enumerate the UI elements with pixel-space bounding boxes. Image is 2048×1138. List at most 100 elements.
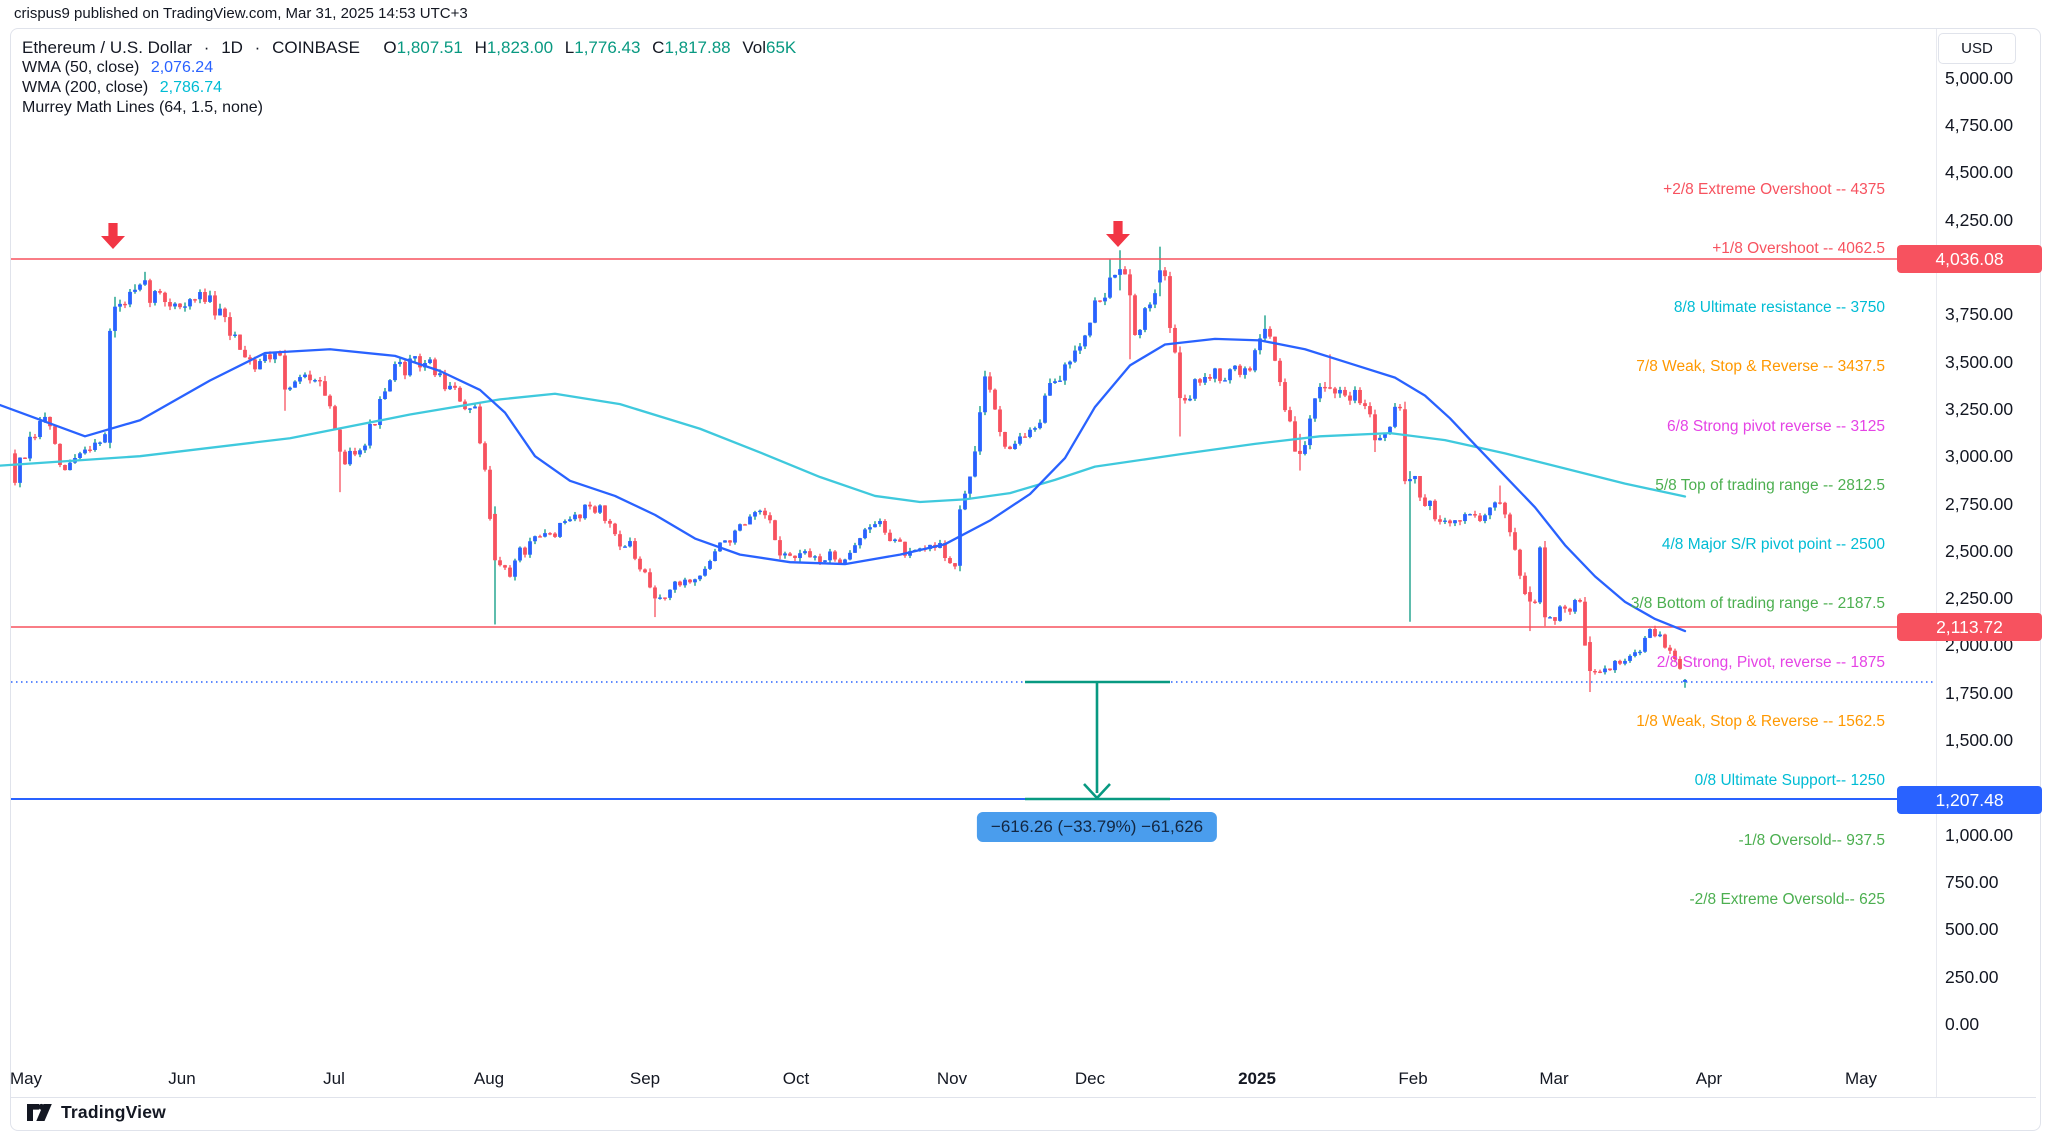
candle-body <box>893 539 897 542</box>
candle-body <box>358 450 362 455</box>
candle-body <box>1483 515 1487 521</box>
candle-body <box>1268 328 1272 337</box>
candle-body <box>1013 443 1017 450</box>
price-line-tag: 2,113.72 <box>1897 613 2042 641</box>
candle-body <box>1333 388 1337 394</box>
candle-body <box>1438 519 1442 522</box>
candle-body <box>1543 547 1547 618</box>
candle-body <box>1533 601 1537 603</box>
candle-body <box>53 426 57 444</box>
candle-body <box>373 424 377 426</box>
down-arrow-marker[interactable] <box>101 223 125 249</box>
candle-body <box>813 556 817 558</box>
candle-body <box>253 359 257 370</box>
candle-body <box>438 373 442 376</box>
candle-body <box>858 538 862 546</box>
candle-body <box>868 527 872 530</box>
tradingview-logo-link[interactable]: TradingView <box>26 1102 166 1123</box>
candle-body <box>978 412 982 452</box>
down-arrow-marker[interactable] <box>1106 221 1130 247</box>
candle-body <box>953 563 957 567</box>
price-axis-tick: 500.00 <box>1945 919 1999 940</box>
price-axis-tick: 1,000.00 <box>1945 824 2014 845</box>
candle-body <box>263 354 267 362</box>
measure-tool[interactable] <box>1096 783 1111 799</box>
price-axis-tick: 1,500.00 <box>1945 730 2014 751</box>
candle-body <box>83 449 87 454</box>
time-axis-label: Sep <box>629 1069 661 1088</box>
wma50-line <box>0 337 1687 633</box>
candle-body <box>88 449 92 451</box>
candle-body <box>1463 514 1467 522</box>
candle-body <box>403 361 407 376</box>
symbol-legend-row: Ethereum / U.S. Dollar · 1D · COINBASE O… <box>22 38 797 57</box>
candle-body <box>313 380 317 382</box>
murrey-legend-row: Murrey Math Lines (64, 1.5, none) <box>22 99 264 116</box>
time-axis[interactable]: May Jun Jul Aug Sep Oct Nov Dec 2025 Feb Mar Apr May <box>10 1062 2036 1098</box>
time-axis-label: May <box>1844 1069 1878 1088</box>
candle-body <box>1513 532 1517 550</box>
candle-body <box>948 558 952 564</box>
candle-body <box>43 416 47 422</box>
candle-body <box>473 406 477 409</box>
candle-body <box>323 381 327 396</box>
candle-body <box>308 374 312 381</box>
candle-body <box>908 551 912 556</box>
candle-body <box>1423 497 1427 506</box>
candle-body <box>1153 293 1157 305</box>
measure-tool[interactable] <box>1083 783 1098 799</box>
candle-body <box>133 289 137 292</box>
price-line-tag: 1,207.48 <box>1897 786 2042 814</box>
price-axis-tick: 750.00 <box>1945 872 1999 893</box>
candle-body <box>203 292 207 302</box>
candle-body <box>728 540 732 543</box>
murrey-level-label: 7/8 Weak, Stop & Reverse -- 3437.5 <box>1636 358 1885 376</box>
candle-body <box>1253 350 1257 371</box>
candle-body <box>888 532 892 542</box>
candle-body <box>788 553 792 556</box>
candle-body <box>1428 500 1432 506</box>
attribution-text: crispus9 published on TradingView.com, M… <box>14 5 468 22</box>
murrey-level-label: -1/8 Oversold-- 937.5 <box>1738 831 1885 849</box>
candle-body <box>828 551 832 561</box>
candle-body <box>1368 406 1372 415</box>
candle-body <box>1643 637 1647 652</box>
candle-body <box>273 352 277 360</box>
candle-body <box>1108 277 1112 298</box>
candle-body <box>1228 369 1232 381</box>
candle-body <box>988 376 992 390</box>
candle-body <box>13 453 17 483</box>
candle-body <box>558 522 562 537</box>
candle-body <box>1183 398 1187 401</box>
murrey-level-label: 2/8 Strong, Pivot, reverse -- 1875 <box>1656 654 1885 672</box>
candle-body <box>1293 421 1297 452</box>
candle-body <box>1418 476 1422 498</box>
candle-body <box>1653 629 1657 637</box>
candle-body <box>758 510 762 513</box>
candle-body <box>798 553 802 559</box>
candle-body <box>1413 476 1417 480</box>
candle-body <box>428 359 432 364</box>
candle-body <box>48 416 52 427</box>
candle-body <box>98 442 102 444</box>
time-axis-label: Mar <box>1539 1069 1569 1088</box>
candle-body <box>1313 398 1317 419</box>
price-axis[interactable]: USD 5,000.00 4,750.00 4,500.00 4,250.00 3,75… <box>1897 29 2042 1097</box>
candle-body <box>553 533 557 537</box>
candle-body <box>1138 329 1142 335</box>
currency-toggle-button[interactable]: USD <box>1938 33 2016 64</box>
candle-body <box>1408 479 1412 482</box>
candle-body <box>663 597 667 599</box>
plot-area[interactable] <box>13 246 1687 693</box>
candle-body <box>1248 368 1252 371</box>
candle-body <box>1133 295 1137 335</box>
candle-body <box>1493 502 1497 508</box>
candle-body <box>248 357 252 360</box>
candle-body <box>1243 368 1247 375</box>
wma200-line <box>0 392 1687 504</box>
candle-body <box>1593 671 1597 673</box>
candle-body <box>1123 269 1127 275</box>
candle-body <box>1453 520 1457 524</box>
